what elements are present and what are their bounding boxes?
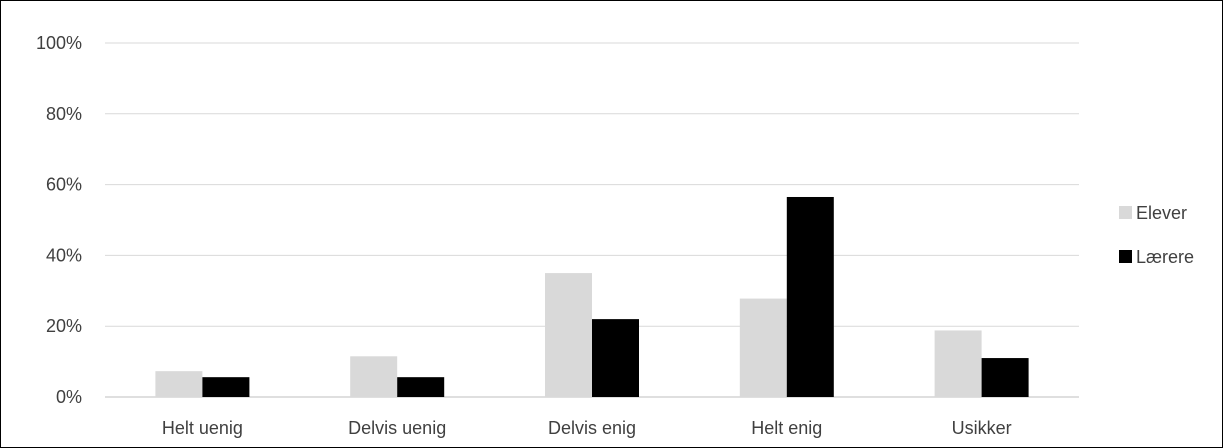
legend-label: Lærere xyxy=(1136,247,1194,267)
y-tick-label: 60% xyxy=(46,175,82,195)
y-tick-label: 20% xyxy=(46,316,82,336)
y-tick-label: 80% xyxy=(46,104,82,124)
bar-laerere xyxy=(786,196,834,397)
bar-elever xyxy=(350,356,398,397)
gridlines xyxy=(105,42,1079,398)
legend-swatch xyxy=(1119,250,1132,263)
bar-elever xyxy=(545,273,592,397)
y-tick-label: 0% xyxy=(56,387,82,407)
y-tick-label: 100% xyxy=(36,33,82,53)
y-axis-ticks: 0% 20% 40% 60% 80% 100% xyxy=(36,33,82,407)
x-axis-ticks: Helt uenig Delvis uenig Delvis enig Helt en… xyxy=(162,418,1012,438)
x-tick-label: Delvis uenig xyxy=(348,418,446,438)
x-tick-label: Usikker xyxy=(952,418,1012,438)
bar-elever xyxy=(155,371,203,397)
y-tick-label: 40% xyxy=(46,245,82,265)
bar-laerere xyxy=(981,358,1029,397)
x-tick-label: Helt enig xyxy=(751,418,822,438)
bar-laerere xyxy=(397,377,445,397)
x-tick-label: Delvis enig xyxy=(548,418,636,438)
legend-label: Elever xyxy=(1136,203,1187,223)
legend: Elever Lærere xyxy=(1119,203,1194,267)
bar-laerere xyxy=(592,319,639,397)
bar-laerere xyxy=(202,377,250,397)
bar-elever xyxy=(934,330,982,397)
bars xyxy=(155,196,1029,397)
bar-elever xyxy=(739,298,787,397)
x-tick-label: Helt uenig xyxy=(162,418,243,438)
legend-swatch xyxy=(1119,206,1132,219)
